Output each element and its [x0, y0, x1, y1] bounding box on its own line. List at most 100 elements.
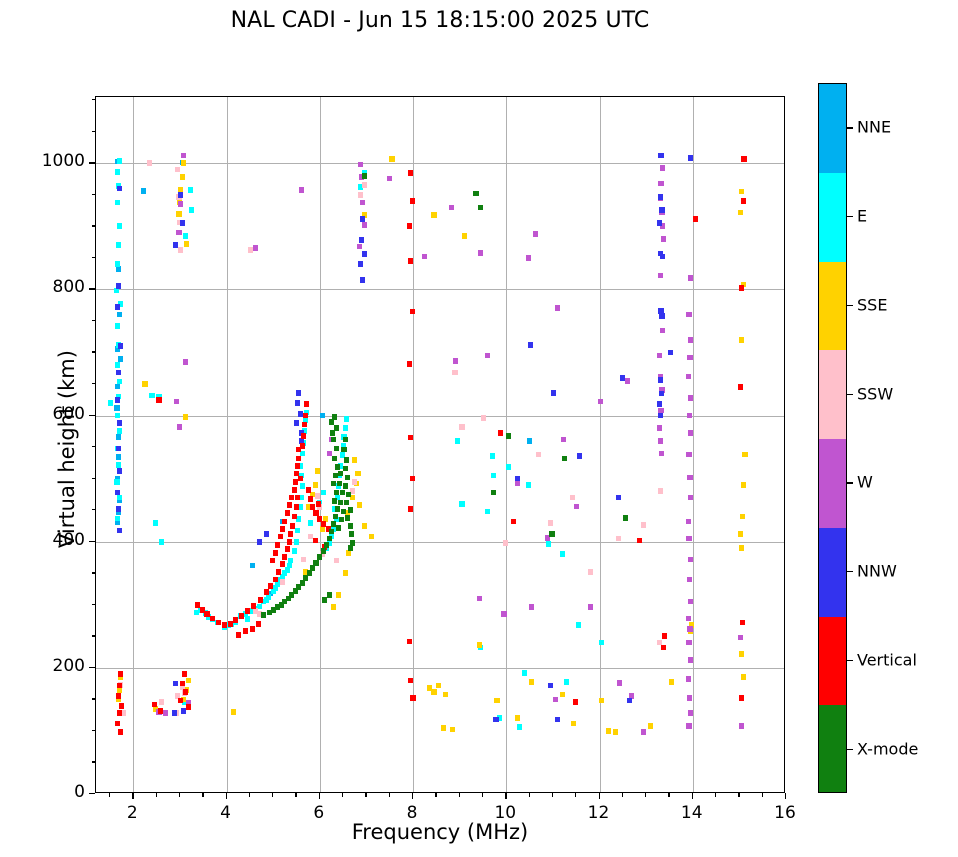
- echo-point: [272, 550, 279, 556]
- echo-point: [739, 619, 745, 626]
- echo-point: [303, 575, 309, 582]
- echo-point: [659, 165, 665, 172]
- echo-point: [117, 223, 123, 230]
- echo-point: [461, 232, 467, 239]
- azimuth-colorbar[interactable]: [818, 83, 847, 793]
- y-tick-minor: [91, 509, 95, 511]
- echo-point: [659, 313, 665, 319]
- echo-point: [195, 601, 201, 608]
- echo-point: [290, 523, 296, 529]
- echo-point: [389, 155, 395, 162]
- echo-point: [116, 311, 122, 318]
- echo-point: [279, 526, 286, 532]
- x-tick-minor: [575, 793, 577, 797]
- echo-point: [560, 436, 566, 443]
- colorbar-label-ssw: SSW: [857, 384, 894, 404]
- echo-point: [656, 425, 662, 431]
- echo-point: [116, 461, 122, 468]
- y-tick-minor: [91, 477, 95, 479]
- x-tick-label: 2: [126, 803, 138, 823]
- echo-point: [270, 606, 276, 613]
- echo-point: [657, 250, 663, 257]
- echo-point: [331, 436, 337, 443]
- echo-point: [349, 494, 355, 501]
- echo-point: [118, 702, 124, 709]
- echo-point: [333, 513, 339, 520]
- echo-point: [498, 430, 504, 437]
- echo-point: [115, 396, 121, 403]
- echo-point: [296, 584, 302, 590]
- colorbar-segment-nnw[interactable]: [819, 527, 846, 617]
- y-tick-minor: [91, 446, 95, 448]
- echo-point: [501, 611, 507, 618]
- echo-point: [336, 480, 342, 487]
- echo-point: [114, 383, 120, 390]
- echo-point: [342, 465, 348, 472]
- echo-point: [242, 628, 248, 635]
- echo-point: [306, 570, 313, 577]
- echo-point: [687, 275, 693, 281]
- echo-point: [297, 411, 303, 418]
- echo-point: [117, 420, 123, 426]
- echo-point: [739, 285, 745, 291]
- echo-point: [636, 537, 642, 544]
- echo-point: [587, 604, 593, 611]
- echo-point: [739, 337, 745, 343]
- colorbar-segment-vertical[interactable]: [819, 616, 846, 706]
- echo-point: [115, 323, 121, 329]
- x-tick-major: [318, 793, 321, 799]
- echo-point: [333, 425, 339, 431]
- echo-point: [296, 446, 302, 453]
- echo-point: [335, 524, 341, 531]
- colorbar-segment-sse[interactable]: [819, 261, 846, 351]
- echo-point: [326, 535, 332, 542]
- echo-point: [284, 567, 290, 573]
- echo-point: [270, 588, 276, 594]
- echo-point: [115, 242, 121, 249]
- y-tick-minor: [91, 319, 95, 322]
- echo-point: [325, 526, 331, 532]
- echo-point: [320, 521, 327, 527]
- colorbar-segment-x-mode[interactable]: [819, 705, 846, 792]
- x-tick-minor: [202, 793, 204, 797]
- colorbar-segment-e[interactable]: [819, 172, 846, 262]
- echo-point: [263, 596, 269, 603]
- colorbar-segment-nne[interactable]: [819, 84, 846, 173]
- echo-point: [292, 478, 299, 485]
- echo-point: [409, 198, 415, 204]
- gridline-horizontal: [96, 289, 784, 291]
- colorbar-tick: [847, 659, 853, 662]
- plot-area[interactable]: [95, 96, 785, 793]
- echo-point: [151, 701, 157, 708]
- gridline-horizontal: [96, 415, 784, 417]
- echo-point: [108, 400, 114, 406]
- echo-point: [184, 241, 190, 247]
- echo-point: [551, 389, 557, 396]
- echo-point: [741, 155, 747, 162]
- echo-point: [114, 519, 120, 525]
- y-tick-label: 600: [52, 403, 85, 424]
- echo-point: [185, 704, 191, 710]
- echo-point: [115, 266, 121, 273]
- gridline-vertical: [599, 97, 601, 792]
- echo-point: [346, 550, 352, 556]
- echo-point: [408, 169, 414, 176]
- echo-point: [406, 223, 412, 230]
- echo-point: [349, 488, 355, 495]
- x-tick-minor: [178, 793, 181, 797]
- echo-point: [257, 596, 263, 603]
- echo-point: [490, 489, 496, 496]
- x-tick-minor: [272, 793, 274, 797]
- echo-point: [291, 548, 297, 554]
- echo-point: [189, 207, 195, 213]
- echo-point: [117, 428, 123, 435]
- echo-point: [272, 576, 279, 583]
- colorbar-segment-ssw[interactable]: [819, 350, 846, 439]
- echo-point: [516, 724, 522, 730]
- echo-point: [515, 715, 521, 722]
- colorbar-segment-w[interactable]: [819, 439, 846, 528]
- echo-point: [307, 519, 314, 526]
- x-tick-major: [598, 793, 600, 799]
- echo-point: [275, 604, 281, 611]
- echo-point: [656, 401, 662, 408]
